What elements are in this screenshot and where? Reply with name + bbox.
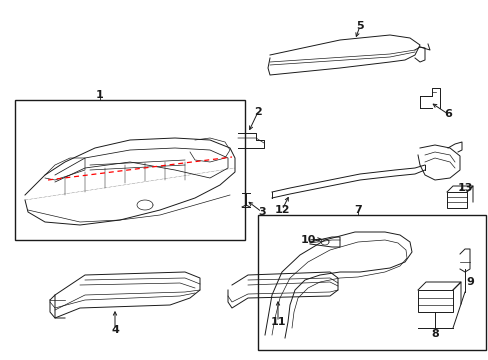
Text: 11: 11 bbox=[270, 317, 285, 327]
Text: 7: 7 bbox=[353, 205, 361, 215]
Text: 12: 12 bbox=[274, 205, 289, 215]
Text: 13: 13 bbox=[456, 183, 472, 193]
Text: 9: 9 bbox=[465, 277, 473, 287]
Text: 2: 2 bbox=[254, 107, 262, 117]
Bar bbox=[258, 215, 485, 350]
Text: 10: 10 bbox=[300, 235, 315, 245]
Bar bbox=[417, 290, 452, 312]
Text: 3: 3 bbox=[258, 207, 265, 217]
Text: 5: 5 bbox=[355, 21, 363, 31]
Bar bbox=[446, 192, 466, 208]
Text: 8: 8 bbox=[430, 329, 438, 339]
Text: 6: 6 bbox=[443, 109, 451, 119]
Text: 1: 1 bbox=[96, 90, 103, 100]
Text: 4: 4 bbox=[111, 325, 119, 335]
Bar bbox=[15, 100, 244, 240]
